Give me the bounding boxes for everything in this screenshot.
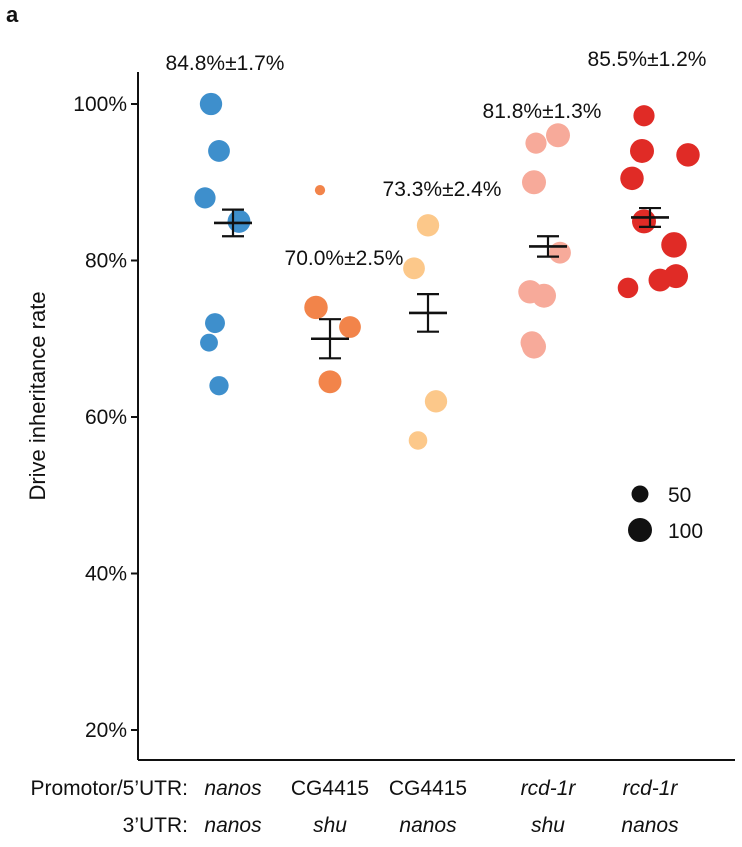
y-tick-label: 20% bbox=[85, 719, 127, 742]
size-legend-label: 50 bbox=[668, 484, 691, 507]
y-tick-label: 40% bbox=[85, 563, 127, 586]
category-utr-label: nanos bbox=[621, 814, 679, 837]
data-point bbox=[546, 123, 570, 148]
data-point bbox=[314, 184, 326, 196]
category-utr-label: nanos bbox=[204, 814, 262, 837]
plot-area: 20% 40% 60% 80% 100% Drive inheritance rate 84… bbox=[25, 48, 735, 837]
data-point bbox=[208, 140, 230, 162]
data-point bbox=[648, 268, 672, 292]
data-point bbox=[205, 313, 225, 334]
data-point bbox=[522, 334, 546, 359]
category-promoter-label: CG4415 bbox=[291, 777, 369, 800]
data-point bbox=[408, 431, 428, 450]
mean-annotation: 81.8%±1.3% bbox=[483, 100, 602, 123]
data-point bbox=[630, 138, 654, 163]
data-point bbox=[617, 277, 639, 299]
y-axis-label: Drive inheritance rate bbox=[25, 291, 50, 500]
data-point bbox=[403, 257, 425, 280]
data-point bbox=[194, 187, 216, 209]
data-point bbox=[339, 316, 361, 338]
row-label-promoter: Promotor/5’UTR: bbox=[30, 777, 188, 800]
data-point bbox=[424, 390, 448, 413]
panel-label: a bbox=[6, 2, 19, 27]
data-point bbox=[199, 92, 223, 116]
data-point bbox=[676, 143, 700, 167]
data-point bbox=[227, 209, 251, 233]
category-utr-label: shu bbox=[313, 814, 347, 837]
data-point bbox=[209, 376, 229, 396]
data-point bbox=[525, 132, 547, 154]
data-point bbox=[532, 283, 556, 308]
mean-annotation: 70.0%±2.5% bbox=[285, 247, 404, 270]
size-legend-dot bbox=[631, 485, 649, 503]
data-point bbox=[549, 241, 571, 264]
row-label-utr: 3’UTR: bbox=[123, 814, 188, 837]
size-legend-dot bbox=[628, 518, 652, 542]
category-promoter-label: nanos bbox=[204, 777, 262, 800]
mean-annotation: 84.8%±1.7% bbox=[166, 52, 285, 75]
mean-annotation: 73.3%±2.4% bbox=[383, 178, 502, 201]
data-point bbox=[633, 105, 655, 127]
data-point bbox=[632, 209, 656, 234]
y-tick-label: 80% bbox=[85, 250, 127, 273]
category-utr-label: nanos bbox=[399, 814, 457, 837]
category-promoter-label: rcd-1r bbox=[623, 777, 679, 800]
y-tick-label: 60% bbox=[85, 406, 127, 429]
category-promoter-label: rcd-1r bbox=[521, 777, 577, 800]
data-point bbox=[661, 232, 687, 258]
data-point bbox=[304, 295, 328, 320]
size-legend-label: 100 bbox=[668, 520, 703, 543]
category-utr-label: shu bbox=[531, 814, 565, 837]
mean-annotation: 85.5%±1.2% bbox=[588, 48, 707, 71]
category-promoter-label: CG4415 bbox=[389, 777, 467, 800]
data-point bbox=[522, 170, 546, 195]
y-tick-label: 100% bbox=[73, 93, 127, 116]
data-point bbox=[620, 166, 644, 191]
data-point bbox=[416, 214, 440, 237]
data-point bbox=[318, 370, 342, 394]
data-point bbox=[200, 333, 218, 352]
